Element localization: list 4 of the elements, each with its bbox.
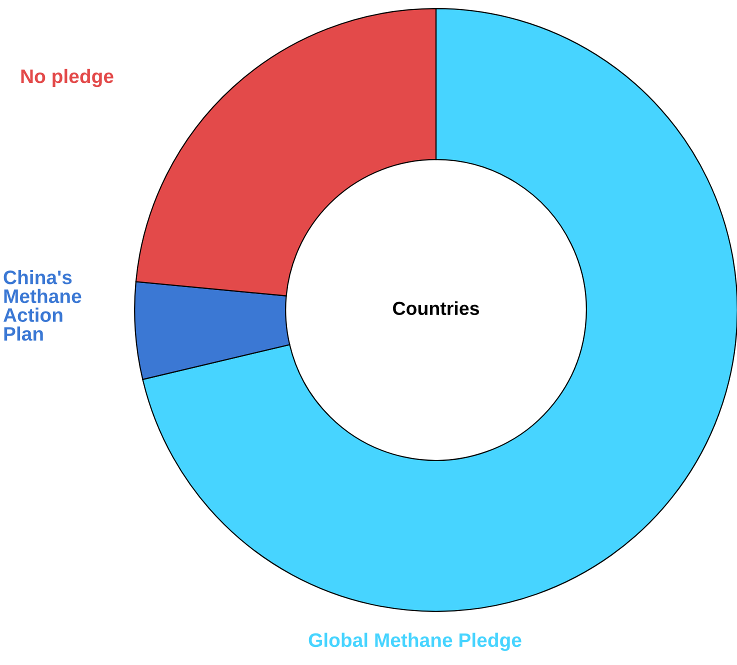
slice-label: China's Methane Action Plan — [3, 270, 82, 341]
slice-label: No pledge — [21, 68, 114, 88]
text: Countries — [393, 301, 479, 316]
slice-label: Global Methane Pledge — [308, 632, 522, 651]
